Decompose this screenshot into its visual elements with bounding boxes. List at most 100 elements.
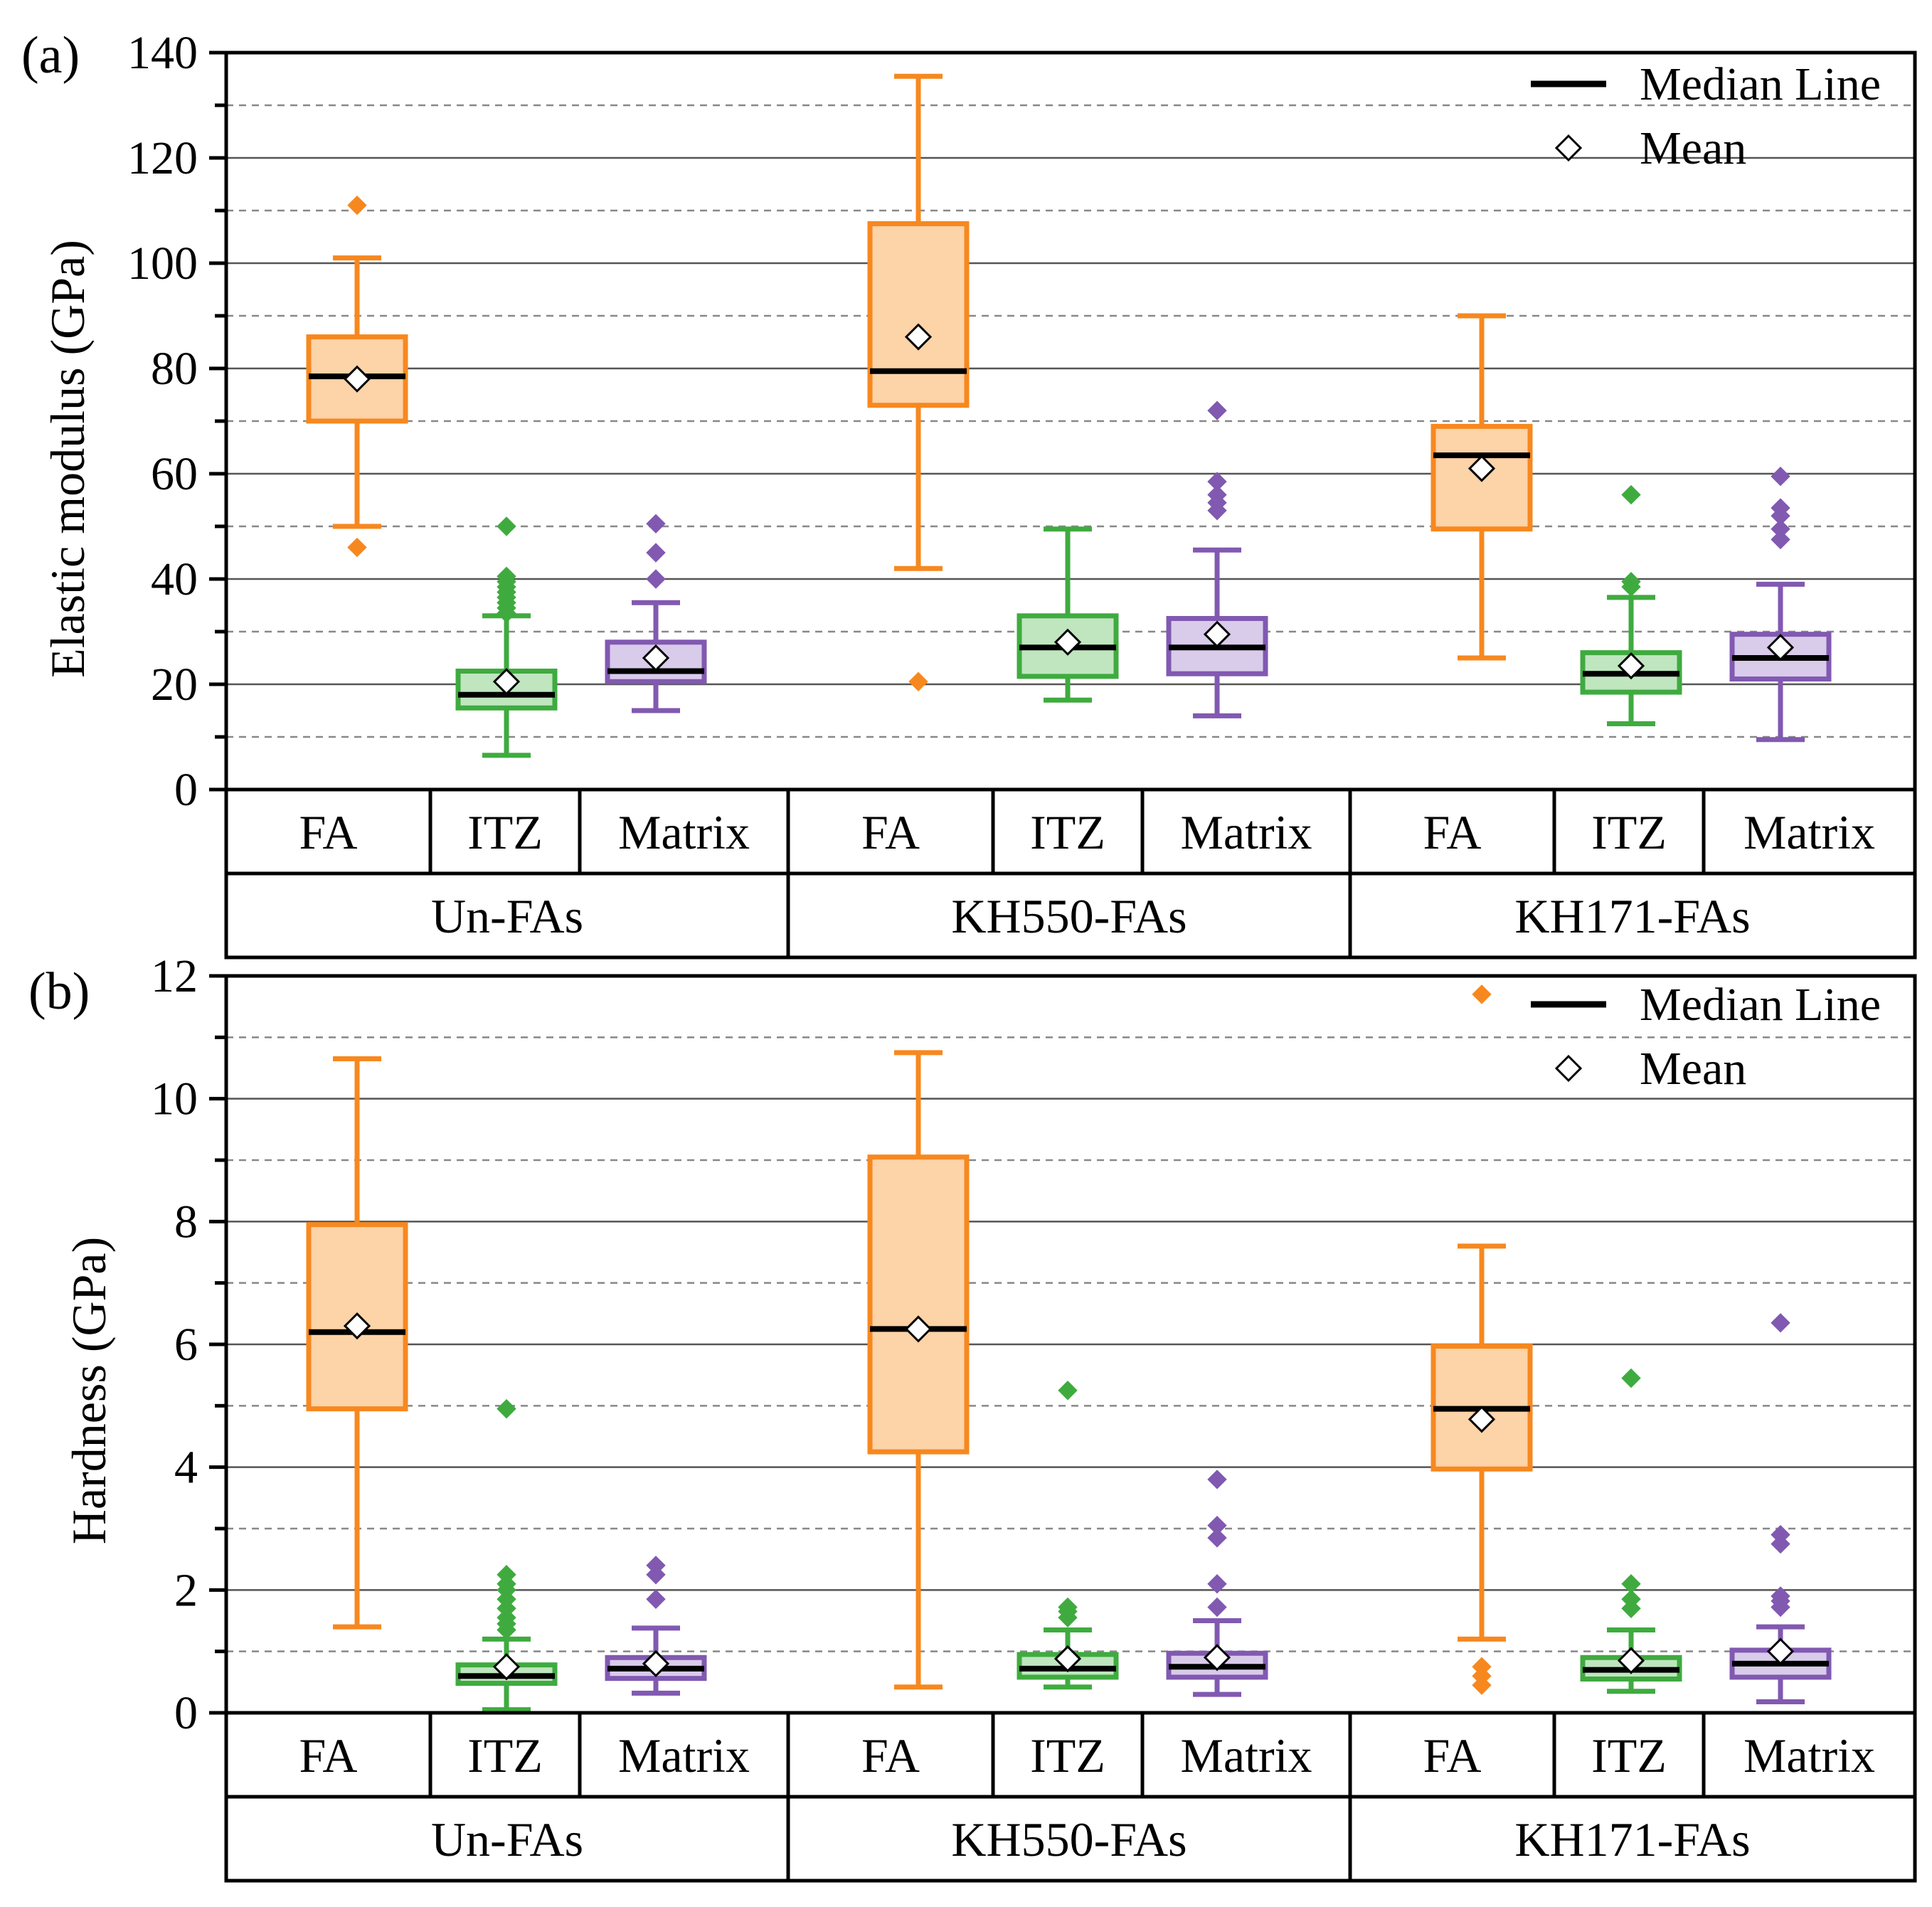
outlier-point (1207, 1470, 1227, 1489)
outlier-point (1621, 484, 1641, 505)
outlier-point (646, 1589, 666, 1609)
grid-lines (226, 1036, 1915, 1652)
outlier-point (646, 514, 666, 534)
category-label-fa: FA (1423, 1728, 1482, 1783)
mean-marker (492, 668, 521, 696)
box-un-fas-matrix (605, 514, 707, 713)
mean-marker (1766, 1637, 1795, 1665)
y-tick-label: 140 (127, 27, 198, 79)
box-un-fas-itz (455, 1398, 558, 1713)
category-label-itz: ITZ (1030, 1728, 1105, 1783)
group-label-kh171-fas: KH171-FAs (1514, 1812, 1750, 1866)
outlier-point (908, 671, 928, 692)
box-kh171-fas-matrix (1729, 1313, 1832, 1704)
outlier-point (1771, 498, 1790, 518)
outlier-point (646, 1556, 666, 1576)
outlier-point (1771, 1313, 1790, 1333)
group-label-un-fas: Un-FAs (431, 889, 583, 943)
outlier-point (1472, 984, 1492, 1004)
mean-marker (1766, 634, 1795, 662)
y-tick-label: 0 (174, 1687, 198, 1739)
y-axis: 0 2 4 6 8 10 12 (151, 950, 226, 1739)
category-table: FA ITZ Matrix FA ITZ Matrix FA ITZ Matrix Un-FAs K… (224, 1711, 1917, 1883)
category-label-itz: ITZ (1030, 805, 1105, 859)
outlier-point (497, 566, 516, 587)
panel-a-elastic-modulus: (a) Elastic modulus (GPa) 0 20 40 60 80 100 12… (21, 26, 1917, 960)
box-kh171-fas-fa (1431, 984, 1533, 1695)
y-tick-label: 10 (151, 1073, 198, 1125)
category-label-fa: FA (299, 805, 358, 859)
box-un-fas-itz (455, 516, 558, 758)
box-kh550-fas-matrix (1166, 400, 1268, 718)
category-table: FA ITZ Matrix FA ITZ Matrix FA ITZ Matrix Un-FAs K… (224, 787, 1917, 960)
category-label-fa: FA (1423, 805, 1482, 859)
panel-label-a: (a) (21, 26, 80, 85)
group-label-kh550-fas: KH550-FAs (951, 889, 1187, 943)
mean-marker (642, 1650, 670, 1678)
outlier-point (1207, 1528, 1227, 1548)
y-tick-label: 12 (151, 950, 198, 1002)
outlier-point (497, 1398, 516, 1419)
box-kh550-fas-fa (867, 1050, 970, 1690)
outlier-point (1207, 472, 1227, 492)
outlier-point (1621, 571, 1641, 592)
box-kh171-fas-itz (1580, 1368, 1682, 1694)
y-tick-label: 6 (174, 1319, 198, 1371)
box-kh550-fas-itz (1017, 526, 1119, 703)
y-tick-label: 2 (174, 1564, 198, 1616)
mean-marker (1203, 620, 1231, 648)
mean-marker (1053, 628, 1082, 656)
category-label-fa: FA (299, 1728, 358, 1783)
y-tick-label: 40 (151, 553, 198, 605)
outlier-point (1771, 1586, 1790, 1606)
category-label-itz: ITZ (467, 805, 543, 859)
outlier-point (1207, 484, 1227, 505)
outlier-point (1771, 466, 1790, 487)
category-label-matrix: Matrix (1743, 1728, 1875, 1783)
outlier-point (347, 537, 367, 558)
interquartile-box (867, 221, 970, 408)
y-tick-label: 0 (174, 764, 198, 816)
outlier-point (497, 1565, 516, 1585)
y-tick-label: 120 (127, 132, 198, 184)
y-tick-label: 60 (151, 448, 198, 500)
category-label-itz: ITZ (467, 1728, 543, 1783)
mean-marker (343, 365, 371, 393)
mean-marker (343, 1312, 371, 1340)
outlier-point (1207, 1515, 1227, 1536)
mean-marker (1617, 1647, 1645, 1674)
category-label-itz: ITZ (1591, 805, 1667, 859)
category-label-matrix: Matrix (1180, 1728, 1312, 1783)
y-tick-label: 4 (174, 1442, 198, 1494)
y-tick-label: 20 (151, 659, 198, 711)
group-label-kh171-fas: KH171-FAs (1514, 889, 1750, 943)
outlier-point (1058, 1597, 1078, 1618)
category-label-matrix: Matrix (1180, 805, 1312, 859)
category-label-fa: FA (861, 1728, 920, 1783)
mean-marker (1467, 1406, 1496, 1433)
category-label-matrix: Matrix (1743, 805, 1875, 859)
mean-marker (1203, 1644, 1231, 1672)
legend-mean-swatch (1554, 1054, 1583, 1083)
outlier-point (1207, 1597, 1227, 1618)
box-series (306, 984, 1832, 1713)
mean-marker (492, 1653, 521, 1681)
y-tick-label: 80 (151, 343, 198, 395)
legend: Median Line Mean (1531, 58, 1881, 174)
mean-marker (642, 644, 670, 672)
box-un-fas-fa (306, 1056, 408, 1630)
outlier-point (1207, 1573, 1227, 1594)
outlier-point (347, 195, 367, 216)
legend-mean-label: Mean (1640, 122, 1746, 174)
box-kh171-fas-fa (1431, 313, 1533, 661)
panel-label-b: (b) (28, 962, 90, 1021)
legend-mean-swatch (1554, 134, 1583, 162)
outlier-point (1771, 519, 1790, 539)
group-label-kh550-fas: KH550-FAs (951, 1812, 1187, 1866)
box-un-fas-matrix (605, 1556, 707, 1696)
mean-marker (904, 1315, 933, 1343)
box-kh550-fas-itz (1017, 1381, 1119, 1690)
y-tick-label: 100 (127, 238, 198, 289)
